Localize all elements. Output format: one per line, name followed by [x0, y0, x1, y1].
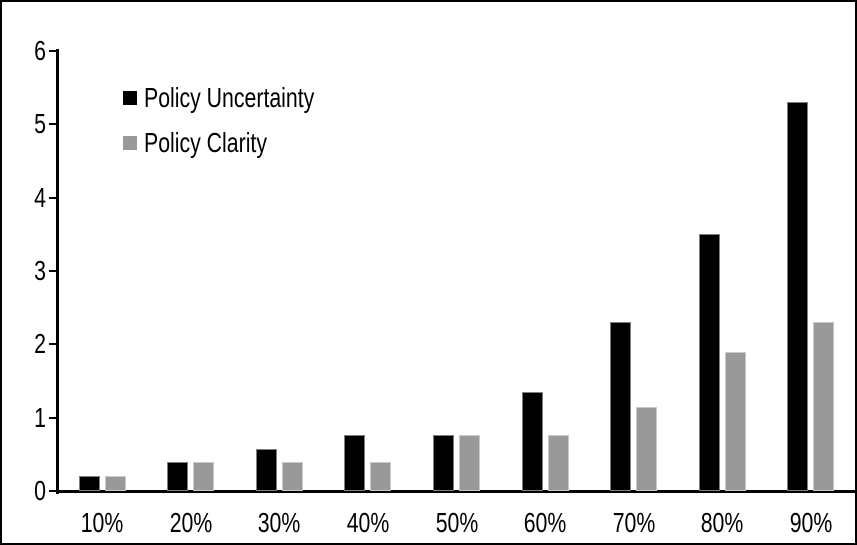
x-category-label: 70% [612, 507, 656, 538]
x-category-label: 40% [346, 507, 390, 538]
bar-policy-uncertainty [699, 234, 720, 491]
y-tick-label: 0 [34, 475, 46, 506]
legend-label-policy-uncertainty: Policy Uncertainty [144, 81, 315, 113]
bar-policy-uncertainty [256, 449, 277, 491]
y-axis-line [56, 49, 59, 494]
x-category-label: 30% [257, 507, 301, 538]
bar-policy-uncertainty [522, 392, 543, 491]
legend-item-policy-clarity: Policy Clarity [123, 128, 368, 156]
bar-policy-clarity [370, 462, 391, 491]
bar-policy-uncertainty [167, 462, 188, 491]
bar-policy-clarity [282, 462, 303, 491]
bar-policy-clarity [193, 462, 214, 491]
bar-policy-uncertainty [344, 435, 365, 491]
y-tick [49, 490, 57, 492]
x-category-label: 90% [789, 507, 833, 538]
bar-policy-clarity [725, 352, 746, 491]
y-tick [49, 196, 57, 199]
y-tick [49, 343, 57, 346]
bar-policy-clarity [548, 435, 569, 491]
y-tick [49, 50, 57, 52]
legend-label-policy-clarity: Policy Clarity [144, 126, 267, 158]
x-category-label: 50% [435, 507, 479, 538]
bar-policy-clarity [105, 476, 126, 491]
y-tick-label: 6 [34, 35, 46, 66]
y-tick [49, 270, 57, 272]
y-tick-label: 5 [34, 108, 46, 140]
y-tick-label: 1 [34, 401, 46, 433]
bar-policy-clarity [636, 407, 657, 491]
bar-policy-uncertainty [433, 435, 454, 491]
x-axis-line [56, 490, 855, 493]
y-tick-label: 4 [34, 181, 46, 213]
y-tick-label: 3 [34, 255, 46, 286]
x-category-label: 60% [523, 507, 567, 538]
y-tick [49, 123, 57, 126]
legend-item-policy-uncertainty: Policy Uncertainty [123, 83, 368, 111]
legend-swatch-policy-uncertainty [123, 90, 137, 105]
x-category-label: 10% [80, 507, 124, 538]
y-tick-label: 2 [34, 328, 46, 360]
y-tick [49, 416, 57, 419]
legend-swatch-policy-clarity [123, 135, 137, 150]
legend: Policy Uncertainty Policy Clarity [123, 83, 368, 180]
bar-policy-uncertainty [610, 322, 631, 491]
x-category-label: 20% [169, 507, 213, 538]
x-category-label: 80% [700, 507, 744, 538]
bar-policy-uncertainty [79, 476, 100, 491]
bar-policy-clarity [813, 322, 834, 491]
bar-policy-clarity [459, 435, 480, 491]
bar-policy-uncertainty [787, 102, 808, 491]
